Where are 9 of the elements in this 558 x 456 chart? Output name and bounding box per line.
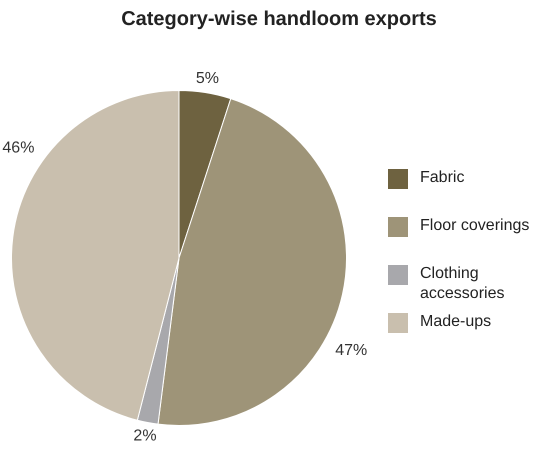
data-label: 47% [335, 342, 368, 359]
chart-title: Category-wise handloom exports [120, 8, 438, 31]
data-label: 2% [133, 428, 157, 445]
legend-label: Floor coverings [420, 216, 530, 236]
data-label: 5% [196, 70, 219, 88]
legend-label: Fabric [420, 168, 466, 188]
legend-label: Clothing accessories [420, 264, 506, 304]
legend-label: Made-ups [420, 312, 492, 332]
data-label: 46% [2, 140, 34, 157]
